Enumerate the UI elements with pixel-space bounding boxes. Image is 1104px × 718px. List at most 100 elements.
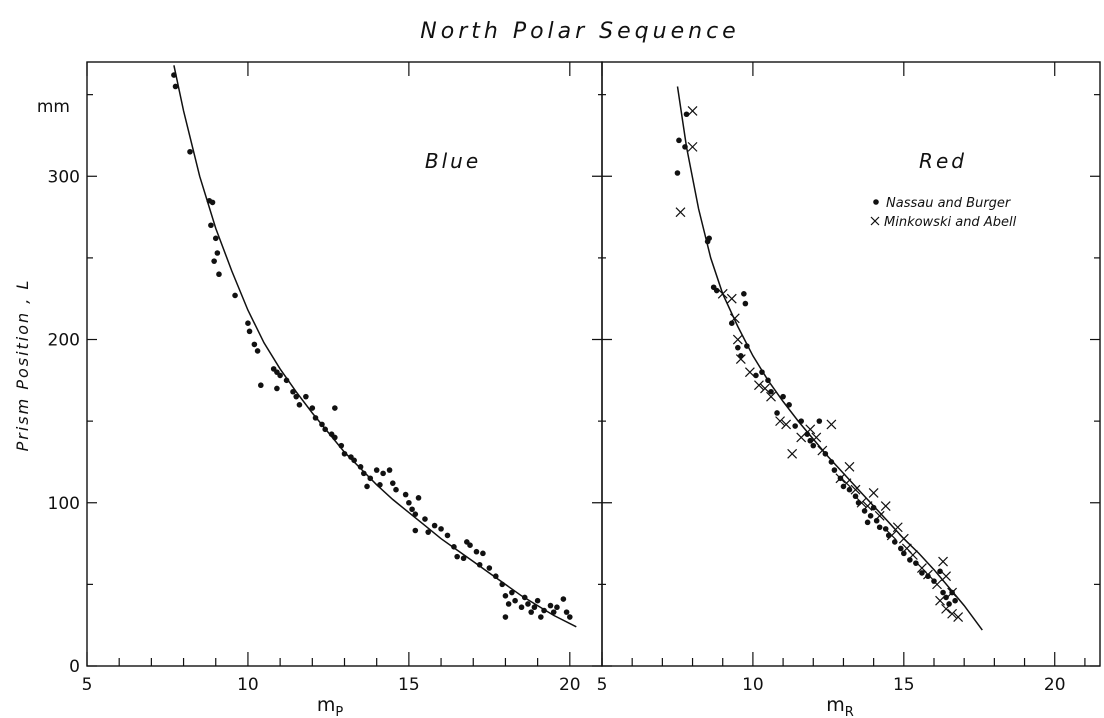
red-cross-point-1-8 <box>744 367 755 378</box>
red-cross-point-1-27 <box>874 510 885 521</box>
red-cross-point-1-26 <box>868 488 879 498</box>
red-point-0-17 <box>768 388 774 395</box>
red-point-0-39 <box>873 517 880 524</box>
blue-point-0-41 <box>377 482 383 488</box>
blue-x-tick-label-5: 5 <box>82 675 93 695</box>
blue-point-0-70 <box>502 614 509 620</box>
blue-point-0-48 <box>409 506 415 513</box>
red-cross-point-1-23 <box>850 484 861 495</box>
red-x-tick-label-20: 20 <box>1044 675 1066 695</box>
red-point-0-14 <box>753 372 759 379</box>
blue-point-0-49 <box>412 511 419 517</box>
blue-point-0-5 <box>208 222 214 229</box>
legend-cross-marker <box>870 216 880 226</box>
blue-point-0-39 <box>367 475 374 482</box>
blue-point-0-0 <box>171 72 177 78</box>
red-cross-point-1-35 <box>923 569 933 580</box>
blue-point-0-42 <box>380 470 386 477</box>
blue-x-axis-label-subscript: P <box>335 705 343 718</box>
red-point-0-54 <box>946 601 952 607</box>
blue-point-0-21 <box>290 388 296 395</box>
blue-point-0-80 <box>541 607 547 614</box>
red-cross-point-1-19 <box>826 419 837 430</box>
blue-x-axis-label: mP <box>317 694 344 718</box>
red-cross-point-1-30 <box>892 522 903 533</box>
red-point-0-52 <box>940 589 946 596</box>
red-point-0-49 <box>925 573 931 580</box>
blue-point-0-83 <box>554 604 560 611</box>
blue-panel-label: Blue <box>425 149 481 173</box>
red-cross-point-1-9 <box>754 380 764 391</box>
red-point-0-34 <box>855 499 862 506</box>
red-cross-point-1-11 <box>766 391 776 402</box>
axis-ticks-layer: 0 100 200 300 5 10 15 20 5 10 15 20 <box>48 62 1100 695</box>
blue-point-0-27 <box>319 421 325 428</box>
red-point-0-51 <box>937 568 943 575</box>
red-cross-point-1-22 <box>844 461 855 472</box>
red-cross-point-1-16 <box>805 424 816 435</box>
red-point-0-53 <box>943 594 949 601</box>
blue-point-0-74 <box>521 594 528 601</box>
blue-point-0-33 <box>341 450 348 457</box>
red-x-axis-label-main: m <box>826 694 845 716</box>
blue-x-tick-label-20: 20 <box>559 675 581 695</box>
red-cross-point-1-24 <box>856 497 867 508</box>
blue-point-0-82 <box>550 609 557 615</box>
y-tick-label-200: 200 <box>48 331 80 351</box>
blue-fit-curve <box>173 65 577 628</box>
blue-point-0-78 <box>534 597 541 604</box>
blue-point-0-51 <box>422 516 428 522</box>
red-point-0-21 <box>792 423 798 429</box>
blue-point-0-28 <box>322 426 328 433</box>
blue-point-0-66 <box>492 573 499 580</box>
red-cross-point-1-37 <box>938 556 948 567</box>
red-cross-point-1-28 <box>880 501 891 511</box>
blue-point-0-58 <box>454 553 460 560</box>
red-panel-frame <box>601 61 1101 667</box>
red-point-0-16 <box>765 377 771 384</box>
red-point-0-8 <box>728 320 735 326</box>
legend-item-nassau-and-burger: Nassau and Burger <box>886 196 1012 211</box>
red-point-0-19 <box>780 393 786 400</box>
blue-point-0-12 <box>246 328 253 335</box>
blue-point-0-6 <box>212 235 219 242</box>
red-cross-point-1-0 <box>687 106 698 116</box>
red-point-0-44 <box>898 545 904 552</box>
red-point-0-29 <box>831 467 838 473</box>
blue-point-0-56 <box>444 532 451 539</box>
red-cross-point-1-13 <box>781 419 792 430</box>
blue-point-0-62 <box>473 548 480 555</box>
blue-point-0-52 <box>412 527 419 534</box>
blue-point-0-19 <box>283 377 290 384</box>
red-x-tick-label-10: 10 <box>742 675 764 695</box>
blue-x-tick-label-15: 15 <box>398 675 420 695</box>
red-point-0-5 <box>706 235 712 242</box>
blue-point-0-2 <box>187 148 193 155</box>
red-cross-point-1-6 <box>732 334 743 345</box>
blue-point-0-76 <box>528 609 534 615</box>
y-tick-label-300: 300 <box>48 167 80 187</box>
red-cross-point-1-17 <box>811 432 822 443</box>
red-cross-point-1-2 <box>675 207 686 218</box>
blue-panel-frame <box>86 61 603 667</box>
red-point-0-24 <box>807 437 814 444</box>
blue-point-0-13 <box>251 341 258 348</box>
red-point-0-0 <box>676 137 682 144</box>
red-point-0-13 <box>744 343 750 349</box>
blue-point-0-38 <box>364 483 370 490</box>
blue-point-0-81 <box>547 602 554 609</box>
red-x-tick-label-15: 15 <box>893 675 915 695</box>
blue-point-0-30 <box>332 405 338 411</box>
blue-point-0-22 <box>293 393 300 400</box>
blue-point-0-43 <box>386 467 393 473</box>
red-point-0-23 <box>804 431 811 437</box>
red-fit-curve <box>676 86 983 631</box>
red-cross-point-1-3 <box>717 288 728 299</box>
blue-point-0-65 <box>486 565 493 571</box>
blue-point-0-53 <box>425 529 431 535</box>
y-unit-label: mm <box>37 97 70 117</box>
blue-point-0-25 <box>309 405 316 411</box>
blue-point-0-4 <box>209 199 216 206</box>
blue-point-0-8 <box>211 258 217 264</box>
